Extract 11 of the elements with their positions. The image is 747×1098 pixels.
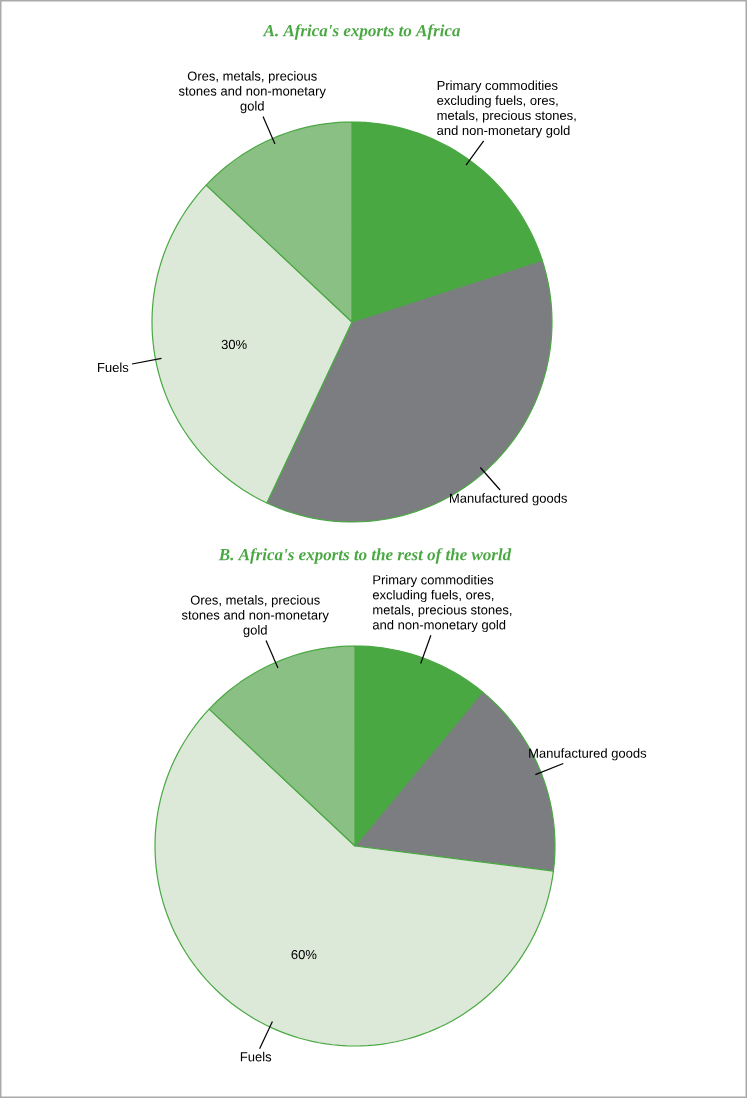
slice-label: Ores, metals, precious stones and non-monetary gold bbox=[181, 595, 329, 638]
slice-label: Primary commodities excluding fuels, ores, metals, precious stones, and non-monetary gold bbox=[372, 574, 512, 633]
slice-label: Fuels bbox=[240, 1051, 272, 1062]
data-label: 30% bbox=[221, 339, 247, 350]
data-label: 60% bbox=[291, 949, 317, 960]
slice-label: Fuels bbox=[98, 362, 129, 373]
chart-title: B. Africa's exports to the rest of the world bbox=[218, 548, 512, 564]
chart-title: A. Africa's exports to Africa bbox=[262, 24, 461, 40]
slice-label: Manufactured goods bbox=[449, 493, 567, 506]
slice-label: Ores, metals, precious stones and non-monetary gold bbox=[178, 71, 326, 114]
slice-label: Primary commodities excluding fuels, ores, metals, precious stones, and non-monetary gold bbox=[437, 80, 576, 138]
